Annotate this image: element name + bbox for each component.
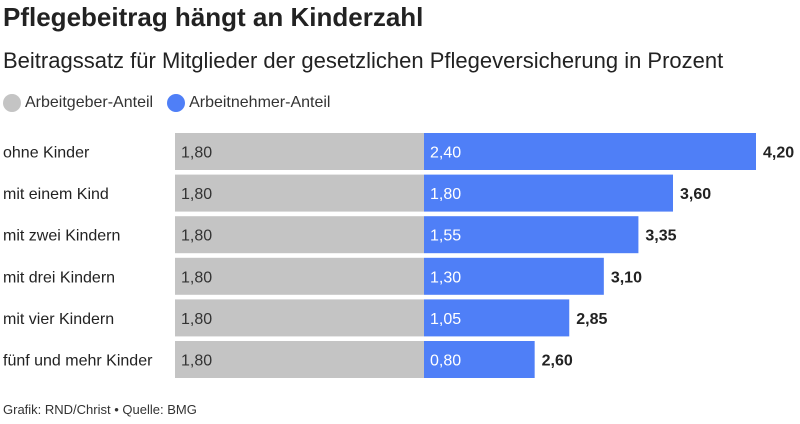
bar-arbeitgeber	[175, 133, 424, 170]
bar-arbeitnehmer	[424, 216, 639, 254]
total-label: 3,60	[680, 186, 711, 203]
category-label: fünf und mehr Kinder	[3, 353, 153, 370]
bar-value-label: 1,05	[430, 311, 461, 328]
bar-value-label: 1,30	[430, 269, 461, 286]
bar-chart: ohne Kinder 1,80 2,40 4,20 mit einem Kind 1,8…	[3, 133, 794, 378]
total-label: 2,85	[576, 311, 607, 328]
bar-arbeitgeber	[175, 216, 424, 254]
total-label: 3,35	[645, 228, 676, 245]
legend-item-arbeitnehmer: Arbeitnehmer-Anteil	[167, 94, 330, 112]
bar-value-label: 1,55	[430, 228, 461, 245]
bar-arbeitgeber	[175, 174, 424, 212]
bar-value-label: 1,80	[181, 228, 212, 245]
bar-arbeitgeber	[175, 341, 424, 378]
legend-swatch-arbeitnehmer	[167, 94, 186, 112]
bar-arbeitnehmer	[424, 299, 570, 337]
bar-arbeitnehmer	[424, 257, 604, 295]
bar-value-label: 1,80	[181, 269, 212, 286]
total-label: 3,10	[611, 269, 642, 286]
legend-label-arbeitnehmer: Arbeitnehmer-Anteil	[189, 94, 331, 111]
legend-swatch-arbeitgeber	[3, 94, 21, 112]
bar-value-label: 2,40	[430, 145, 461, 162]
category-label: mit zwei Kindern	[3, 228, 120, 245]
bar-value-label: 1,80	[181, 186, 212, 203]
bar-value-label: 0,80	[430, 353, 461, 370]
total-label: 2,60	[542, 353, 573, 370]
bar-value-label: 1,80	[181, 311, 212, 328]
bar-arbeitnehmer	[424, 133, 756, 170]
bar-arbeitgeber	[175, 299, 424, 337]
bar-value-label: 1,80	[181, 353, 212, 370]
total-label: 4,20	[763, 145, 794, 162]
category-label: mit vier Kindern	[3, 311, 114, 328]
chart-footer: Grafik: RND/Christ • Quelle: BMG	[3, 402, 197, 417]
bar-value-label: 1,80	[181, 145, 212, 162]
legend: Arbeitgeber-Anteil Arbeitnehmer-Anteil	[3, 94, 344, 112]
category-label: mit drei Kindern	[3, 269, 115, 286]
legend-item-arbeitgeber: Arbeitgeber-Anteil	[3, 94, 153, 112]
category-label: mit einem Kind	[3, 186, 109, 203]
chart-title: Pflegebeitrag hängt an Kinderzahl	[3, 2, 424, 32]
bar-value-label: 1,80	[430, 186, 461, 203]
bar-arbeitgeber	[175, 257, 424, 295]
legend-label-arbeitgeber: Arbeitgeber-Anteil	[25, 94, 154, 111]
chart-subtitle: Beitragssatz für Mitglieder der gesetzli…	[3, 48, 724, 73]
bar-arbeitnehmer	[424, 341, 535, 378]
category-label: ohne Kinder	[3, 145, 90, 162]
bar-arbeitnehmer	[424, 174, 673, 212]
